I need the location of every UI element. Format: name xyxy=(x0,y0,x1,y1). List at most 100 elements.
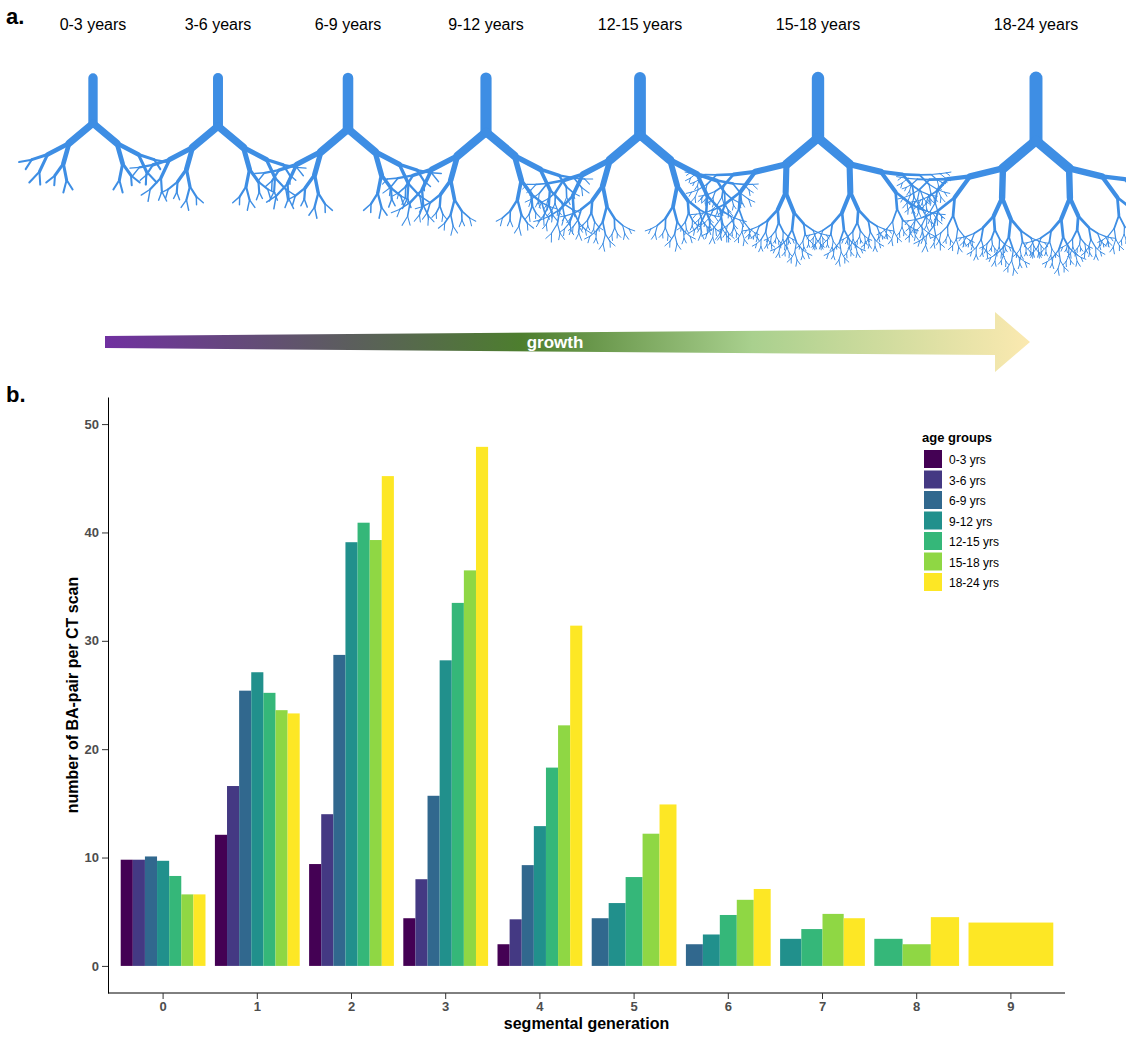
airway-branch xyxy=(510,200,517,211)
airway-branch xyxy=(63,180,66,192)
airway-branch xyxy=(892,239,893,245)
airway-branch xyxy=(603,244,605,252)
y-tick: 0 xyxy=(92,959,108,974)
airway-branch xyxy=(540,216,549,220)
airway-branch xyxy=(831,234,833,242)
airway-branch xyxy=(784,245,786,250)
bar xyxy=(874,939,902,966)
airway-branch xyxy=(1065,249,1067,252)
airway-branch xyxy=(430,194,440,202)
airway-branch xyxy=(527,223,533,228)
airway-branch xyxy=(392,199,395,206)
airway-branch xyxy=(940,197,942,202)
trachea xyxy=(213,78,223,126)
airway-branch xyxy=(1061,219,1063,237)
airway-branch xyxy=(1098,246,1100,249)
airway-branch xyxy=(879,244,881,248)
airway-tree xyxy=(19,78,167,192)
airway-branch xyxy=(881,172,896,192)
bar xyxy=(643,834,660,966)
airway-branch xyxy=(958,247,959,254)
airway-branch xyxy=(1069,256,1071,261)
airway-branch xyxy=(113,180,119,190)
airway-branch xyxy=(1124,234,1126,239)
airway-branch xyxy=(887,221,893,228)
airway-branch xyxy=(186,200,188,210)
airway-branch xyxy=(667,235,669,241)
airway-branch xyxy=(934,236,936,243)
legend-swatch xyxy=(924,553,942,571)
airway-branch xyxy=(944,192,946,196)
airway-branch xyxy=(527,190,531,193)
airway-branch xyxy=(743,239,744,245)
airway-branch xyxy=(574,212,580,223)
bar xyxy=(931,917,959,966)
x-axis-line xyxy=(108,993,1065,994)
y-tick-mark xyxy=(102,641,108,642)
airway-branch xyxy=(794,212,804,223)
airway-branch xyxy=(1125,179,1126,191)
airway-branch xyxy=(934,216,936,220)
airway-branch xyxy=(789,241,791,244)
airway-branch xyxy=(1118,240,1121,243)
airway-branch xyxy=(440,206,443,215)
x-tick-label: 8 xyxy=(913,999,920,1014)
airway-branch xyxy=(432,156,458,169)
airway-branch xyxy=(579,227,582,232)
bar xyxy=(321,814,333,966)
airway-branch xyxy=(689,213,693,220)
airway-branch xyxy=(712,203,713,207)
airway-branch xyxy=(400,203,410,210)
airway-branch xyxy=(610,241,615,245)
bar xyxy=(801,929,822,966)
airway-branch xyxy=(982,247,983,253)
y-tick-mark xyxy=(102,424,108,425)
airway-branch xyxy=(1045,252,1046,255)
airway-branch xyxy=(759,220,767,226)
bar xyxy=(145,856,157,965)
airway-branch xyxy=(926,226,933,236)
airway-branch xyxy=(1050,264,1052,268)
airway-trees xyxy=(19,78,1126,275)
airway-branch xyxy=(897,238,898,243)
airway-branch xyxy=(781,239,783,244)
airway-branch xyxy=(1003,237,1009,248)
airway-branch xyxy=(551,204,555,212)
airway-branch xyxy=(911,179,917,184)
airway-branch xyxy=(570,212,574,222)
airway-branch xyxy=(864,236,866,241)
airway-branch xyxy=(133,167,140,175)
airway-branch xyxy=(1055,269,1058,274)
airway-branch xyxy=(708,191,715,194)
airway-branch xyxy=(709,209,713,211)
airway-branch xyxy=(832,247,833,252)
airway-branch xyxy=(926,245,928,251)
bar xyxy=(780,939,801,966)
airway-branch xyxy=(920,232,922,237)
airway-branch xyxy=(69,123,93,143)
airway-branch xyxy=(1039,253,1041,257)
airway-branch xyxy=(922,232,924,237)
airway-branch xyxy=(585,178,593,179)
airway-branch xyxy=(868,220,870,231)
airway-branch xyxy=(525,199,531,202)
trachea xyxy=(88,78,97,123)
airway-branch xyxy=(240,186,246,196)
bar xyxy=(570,626,582,966)
airway-branch xyxy=(713,237,715,243)
airway-branch xyxy=(451,200,455,215)
legend-label: 3-6 yrs xyxy=(949,474,986,488)
airway-branch xyxy=(807,244,808,247)
airway-branch xyxy=(931,200,934,203)
airway-branch xyxy=(1029,252,1033,255)
airway-branch xyxy=(910,204,914,207)
airway-branch xyxy=(1061,198,1070,219)
legend-swatch xyxy=(924,512,942,530)
airway-branch xyxy=(906,227,911,231)
airway-branch xyxy=(1026,248,1027,253)
airway-branch xyxy=(1064,267,1065,272)
airway-branch xyxy=(914,236,916,241)
airway-branch xyxy=(816,239,820,245)
airway-branch xyxy=(266,181,273,187)
airway-branch xyxy=(999,168,1006,197)
